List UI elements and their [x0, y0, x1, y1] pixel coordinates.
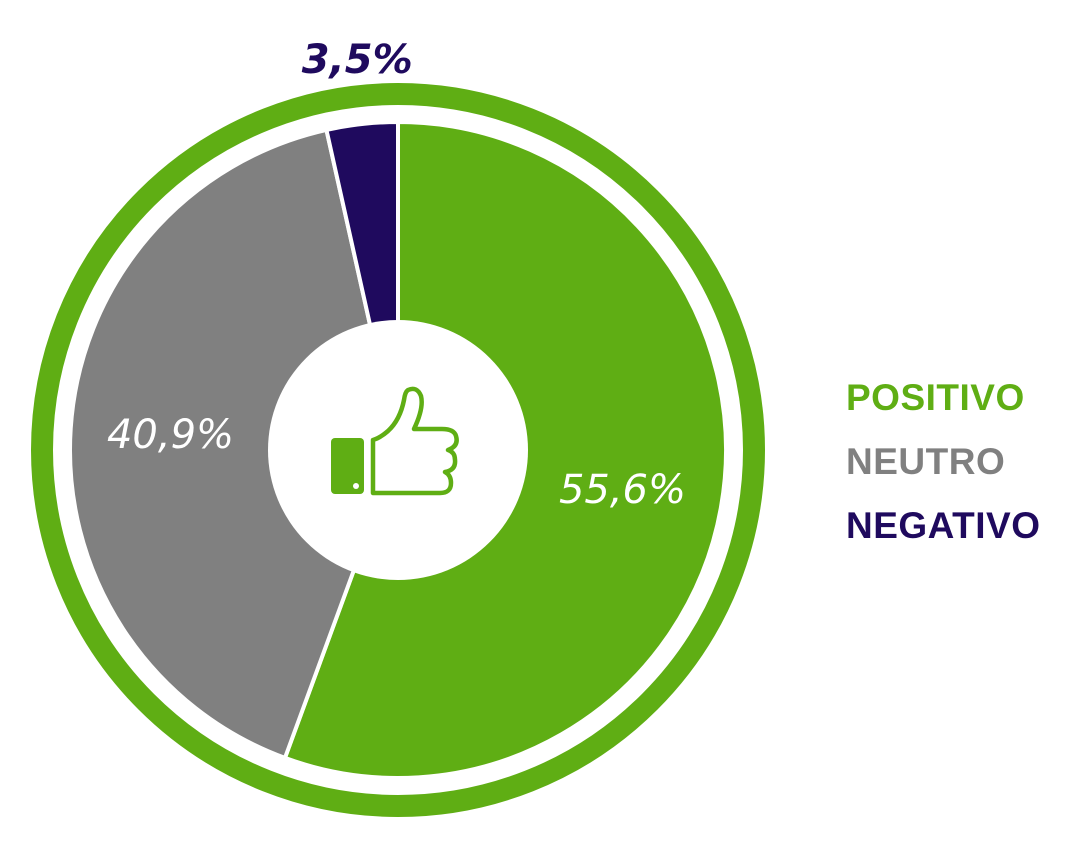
legend-item-negativo: NEGATIVO — [846, 505, 1041, 546]
legend-item-positivo: POSITIVO — [846, 377, 1025, 418]
data-label-positivo: 55,6% — [559, 467, 686, 513]
slice-neutro — [68, 127, 401, 761]
outer-ring — [31, 83, 765, 817]
data-label-neutro: 40,9% — [107, 412, 234, 458]
center-hole — [268, 320, 528, 580]
legend: POSITIVO NEUTRO NEGATIVO — [846, 366, 1041, 558]
thumbs-up-icon — [331, 386, 459, 496]
legend-item-neutro: NEUTRO — [846, 441, 1006, 482]
data-label-negativo: 3,5% — [302, 37, 413, 83]
labels-group: 55,6% 40,9% 3,5% — [107, 37, 686, 513]
